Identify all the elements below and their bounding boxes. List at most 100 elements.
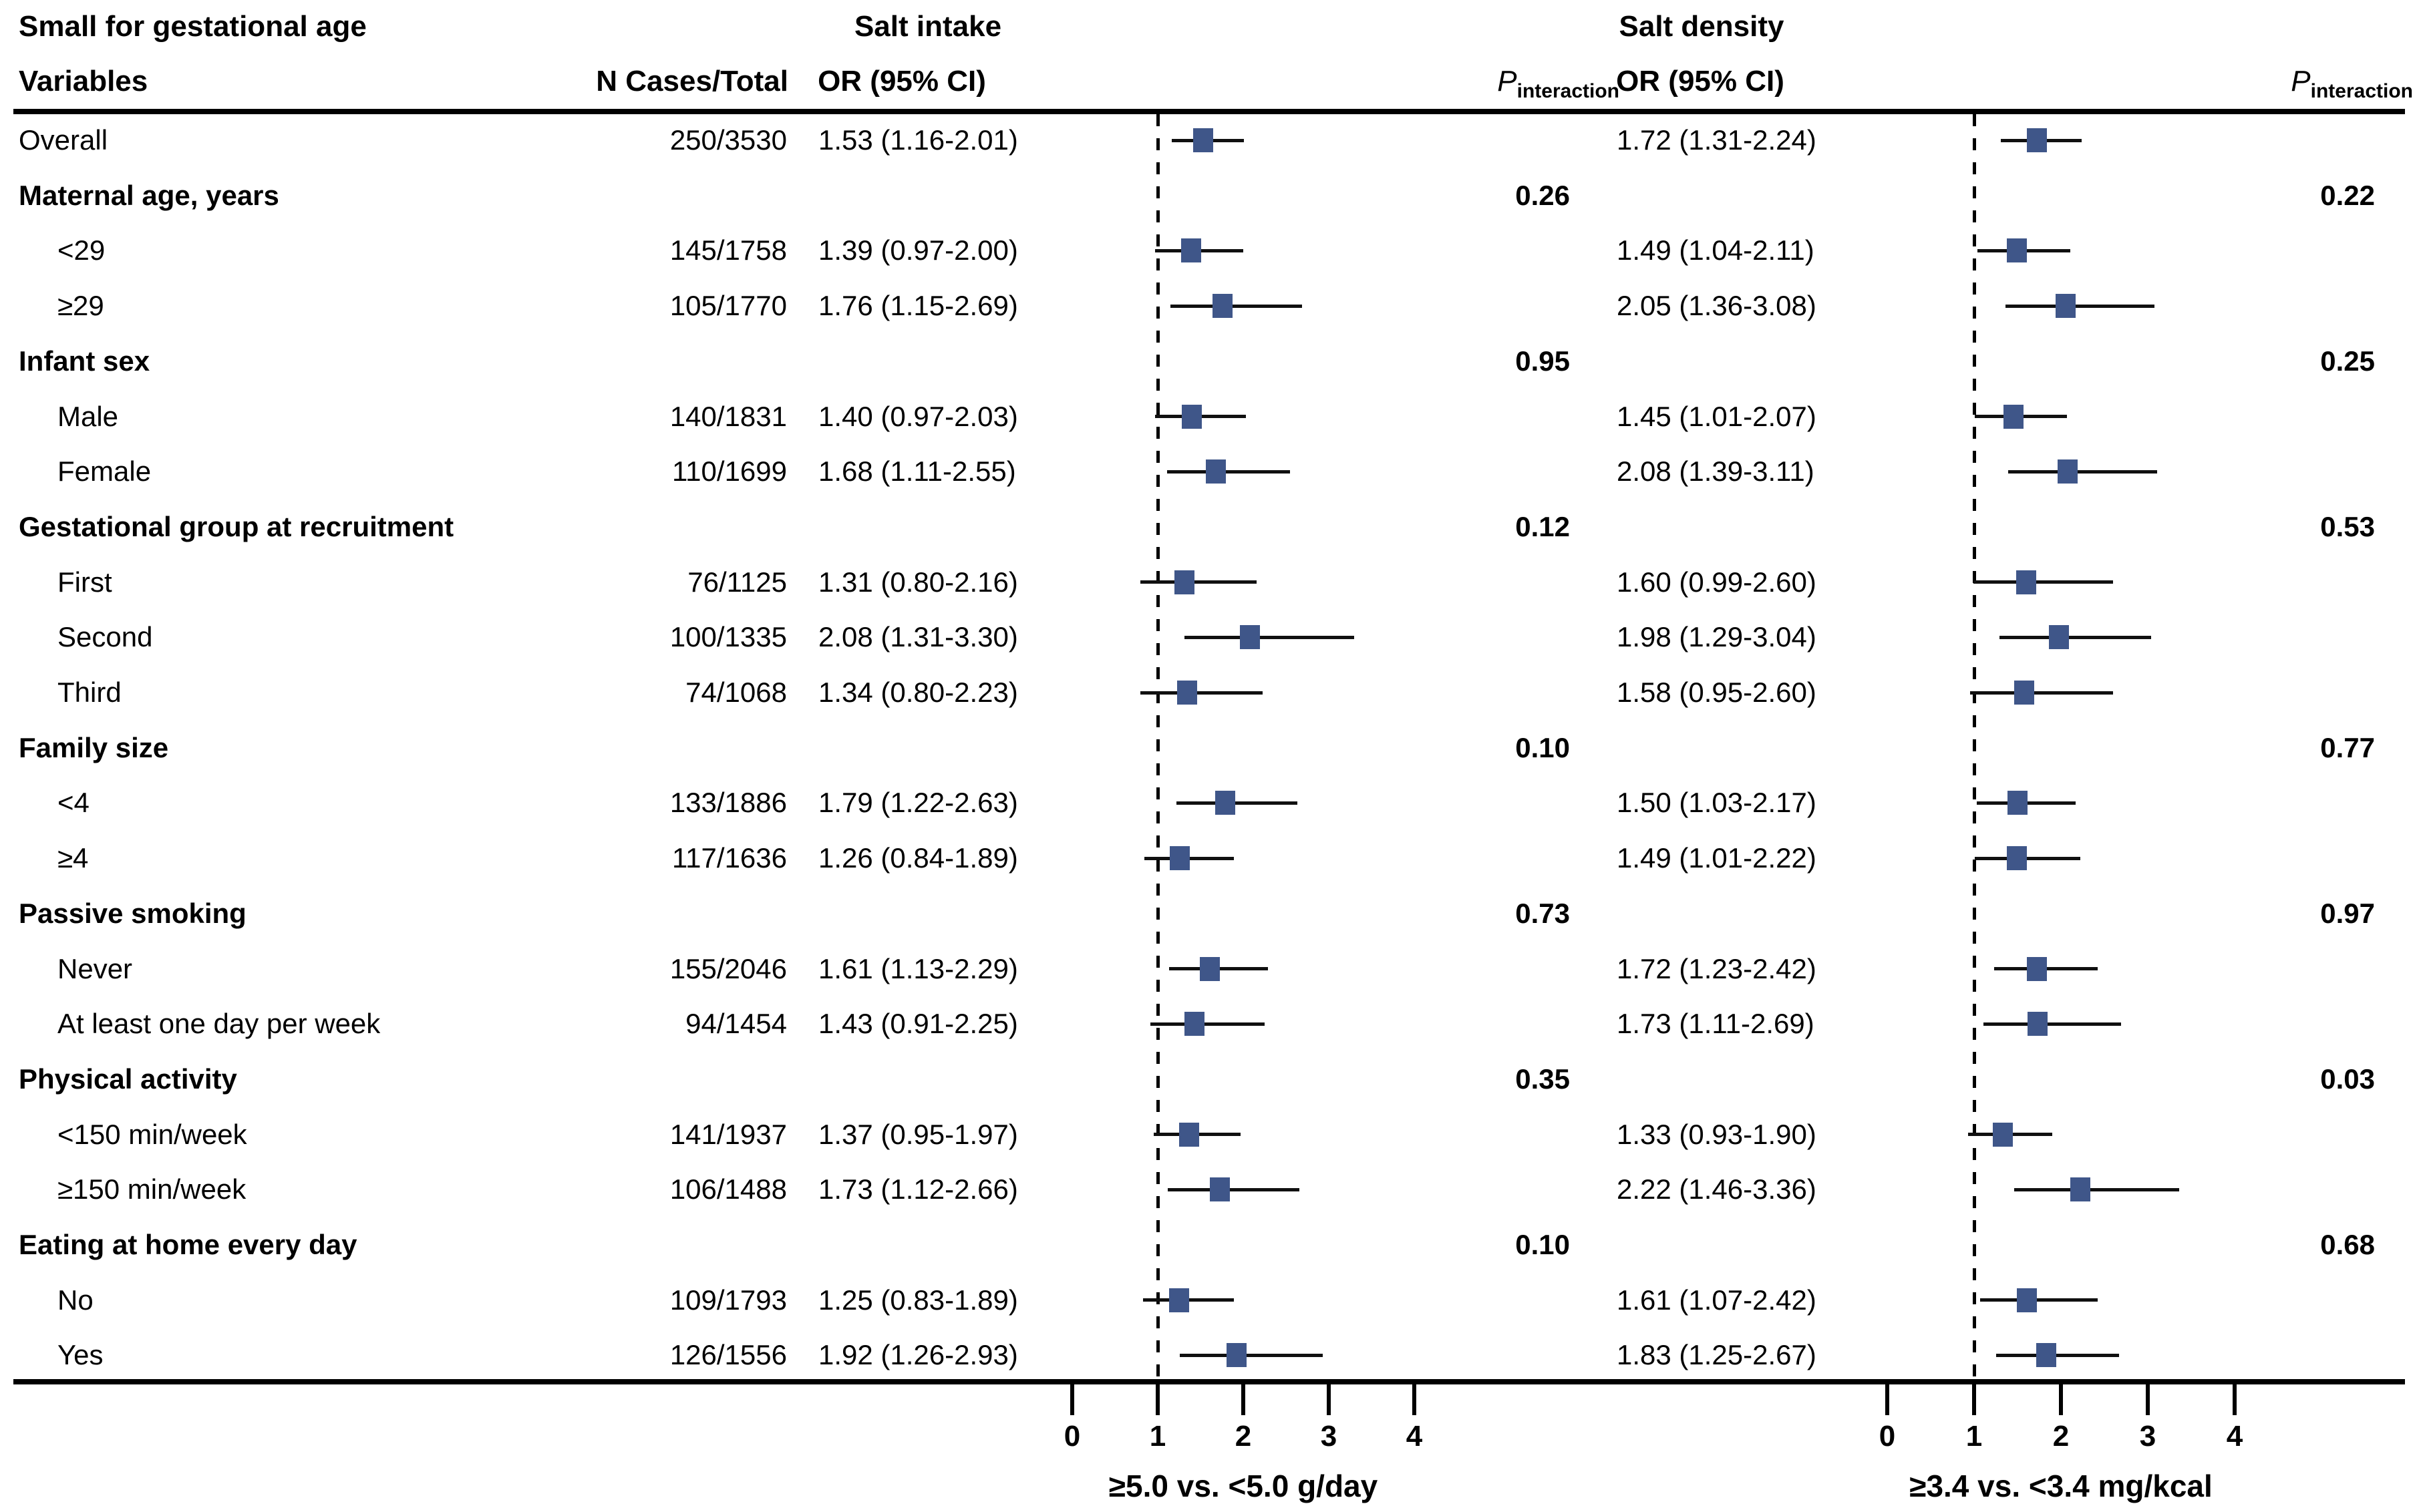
- n-cases-value: 141/1937: [669, 1118, 787, 1150]
- or-ci-value-density: 1.60 (0.99-2.60): [1617, 566, 1816, 598]
- axis-tick-label-intake: 3: [1320, 1420, 1337, 1453]
- or-marker-intake: [1210, 1177, 1231, 1202]
- or-ci-value-density: 1.72 (1.23-2.42): [1617, 952, 1816, 984]
- p-interaction-value-density: 0.53: [2320, 510, 2375, 542]
- n-cases-value: 155/2046: [669, 952, 787, 984]
- or-marker-density: [2003, 404, 2024, 429]
- ci-line-density: [1983, 1022, 2121, 1026]
- or-ci-value-intake: 1.61 (1.13-2.29): [818, 952, 1018, 984]
- row-label: Overall: [19, 124, 108, 156]
- row-label: ≥150 min/week: [57, 1173, 247, 1205]
- group-label: Physical activity: [19, 1063, 237, 1095]
- row-label: Yes: [57, 1339, 104, 1371]
- or-ci-value-intake: 1.76 (1.15-2.69): [818, 290, 1018, 322]
- or-ci-value-intake: 1.25 (0.83-1.89): [818, 1284, 1018, 1316]
- axis-tick-density: [2233, 1384, 2237, 1415]
- or-marker-intake: [1169, 1288, 1189, 1312]
- or-ci-value-intake: 1.73 (1.12-2.66): [818, 1173, 1018, 1205]
- or-ci-value-density: 1.72 (1.31-2.24): [1617, 124, 1816, 156]
- ci-line-intake: [1184, 635, 1355, 639]
- p-interaction-value-density: 0.68: [2320, 1229, 2375, 1260]
- ci-line-intake: [1150, 1022, 1265, 1026]
- p-interaction-value-intake: 0.95: [1515, 345, 1570, 377]
- p-italic-label: P: [1497, 65, 1517, 98]
- ci-line-density: [2005, 304, 2155, 308]
- p-subscript-label: interaction: [2310, 79, 2413, 102]
- or-marker-intake: [1200, 956, 1221, 981]
- n-cases-value: 133/1886: [669, 787, 787, 819]
- bottom-rule: [13, 1379, 2405, 1384]
- or-marker-density: [2006, 238, 2027, 263]
- n-cases-value: 109/1793: [669, 1284, 787, 1316]
- or-ci-value-density: 1.58 (0.95-2.60): [1617, 677, 1816, 708]
- ci-line-intake: [1140, 580, 1257, 584]
- or-ci-value-density: 2.22 (1.46-3.36): [1617, 1173, 1816, 1205]
- axis-tick-intake: [1327, 1384, 1331, 1415]
- or-marker-density: [2049, 625, 2070, 650]
- ci-line-density: [2013, 1187, 2179, 1191]
- row-label: Female: [57, 455, 152, 488]
- column-header-p-interaction-density: Pinteraction: [2291, 64, 2413, 102]
- p-interaction-value-intake: 0.12: [1515, 510, 1570, 542]
- n-cases-value: 105/1770: [669, 290, 787, 322]
- panel-title-salt-intake: Salt intake: [854, 10, 1002, 43]
- p-interaction-value-density: 0.22: [2320, 179, 2375, 211]
- p-interaction-value-intake: 0.35: [1515, 1063, 1570, 1095]
- or-marker-density: [2007, 791, 2028, 815]
- or-marker-intake: [1176, 681, 1197, 705]
- p-italic-label: P: [2291, 65, 2311, 98]
- panel-title-salt-density: Salt density: [1619, 10, 1784, 43]
- p-interaction-value-intake: 0.26: [1515, 179, 1570, 211]
- axis-tick-density: [2146, 1384, 2150, 1415]
- or-marker-density: [1992, 1122, 2013, 1147]
- or-ci-value-intake: 1.40 (0.97-2.03): [818, 400, 1018, 432]
- or-ci-value-density: 1.33 (0.93-1.90): [1617, 1118, 1816, 1150]
- p-interaction-value-intake: 0.10: [1515, 1229, 1570, 1260]
- or-marker-density: [2070, 1177, 2090, 1202]
- top-rule: [13, 109, 2405, 114]
- row-label: ≥29: [57, 290, 104, 322]
- ci-line-intake: [1168, 1187, 1300, 1191]
- or-ci-value-intake: 1.92 (1.26-2.93): [818, 1339, 1018, 1371]
- ci-line-intake: [1180, 1353, 1323, 1357]
- axis-tick-intake: [1412, 1384, 1416, 1415]
- ci-line-density: [1980, 1298, 2098, 1302]
- or-ci-value-intake: 1.79 (1.22-2.63): [818, 787, 1018, 819]
- column-header-or-ci-intake: OR (95% CI): [818, 65, 986, 98]
- or-marker-intake: [1226, 1343, 1247, 1368]
- or-marker-density: [2027, 1012, 2048, 1036]
- p-interaction-value-intake: 0.73: [1515, 897, 1570, 929]
- row-label: ≥4: [57, 842, 89, 874]
- n-cases-value: 145/1758: [669, 234, 787, 266]
- axis-tick-intake: [1241, 1384, 1245, 1415]
- or-ci-value-density: 1.50 (1.03-2.17): [1617, 787, 1816, 819]
- n-cases-value: 140/1831: [669, 400, 787, 432]
- or-ci-value-intake: 1.39 (0.97-2.00): [818, 234, 1018, 266]
- p-subscript-label: interaction: [1516, 79, 1619, 102]
- row-label: Third: [57, 677, 122, 708]
- or-ci-value-intake: 1.31 (0.80-2.16): [818, 566, 1018, 598]
- or-ci-value-density: 1.98 (1.29-3.04): [1617, 621, 1816, 653]
- or-marker-intake: [1174, 570, 1194, 594]
- or-marker-density: [2026, 956, 2047, 981]
- or-marker-intake: [1206, 459, 1226, 484]
- ci-line-intake: [1176, 801, 1297, 805]
- n-cases-value: 250/3530: [669, 124, 787, 156]
- row-label: Male: [57, 400, 119, 432]
- or-ci-value-density: 1.61 (1.07-2.42): [1617, 1284, 1816, 1316]
- n-cases-value: 94/1454: [685, 1008, 787, 1040]
- ci-line-density: [1973, 580, 2113, 584]
- or-ci-value-density: 2.08 (1.39-3.11): [1617, 455, 1814, 488]
- axis-tick-label-density: 4: [2226, 1420, 2243, 1453]
- group-label: Eating at home every day: [19, 1229, 357, 1260]
- or-marker-intake: [1179, 1122, 1200, 1147]
- axis-tick-intake: [1156, 1384, 1160, 1415]
- or-marker-intake: [1215, 791, 1236, 815]
- reference-line-density: [1973, 114, 1976, 1379]
- or-marker-density: [2017, 1288, 2038, 1312]
- or-ci-value-intake: 1.43 (0.91-2.25): [818, 1008, 1018, 1040]
- column-header-p-interaction-intake: Pinteraction: [1497, 64, 1619, 102]
- axis-tick-density: [1885, 1384, 1889, 1415]
- n-cases-value: 100/1335: [669, 621, 787, 653]
